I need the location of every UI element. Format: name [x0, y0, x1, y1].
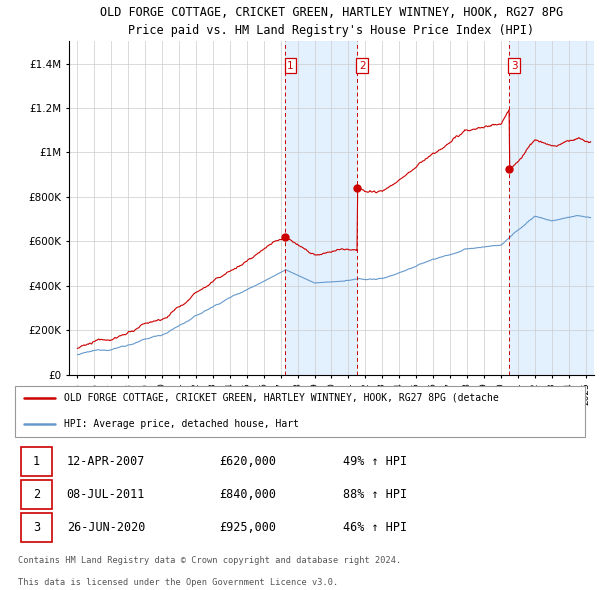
FancyBboxPatch shape — [20, 513, 52, 542]
Bar — [509, 41, 594, 375]
Text: £925,000: £925,000 — [220, 520, 277, 534]
Text: This data is licensed under the Open Government Licence v3.0.: This data is licensed under the Open Gov… — [18, 578, 338, 588]
FancyBboxPatch shape — [20, 447, 52, 476]
Text: 2: 2 — [359, 61, 365, 71]
FancyBboxPatch shape — [20, 480, 52, 509]
Text: 3: 3 — [33, 520, 40, 534]
Text: 1: 1 — [33, 454, 40, 468]
Text: 1: 1 — [287, 61, 294, 71]
Text: 08-JUL-2011: 08-JUL-2011 — [67, 487, 145, 501]
Text: 26-JUN-2020: 26-JUN-2020 — [67, 520, 145, 534]
Text: HPI: Average price, detached house, Hart: HPI: Average price, detached house, Hart — [64, 419, 299, 429]
Text: 46% ↑ HPI: 46% ↑ HPI — [343, 520, 407, 534]
Text: Contains HM Land Registry data © Crown copyright and database right 2024.: Contains HM Land Registry data © Crown c… — [18, 556, 401, 565]
Text: 12-APR-2007: 12-APR-2007 — [67, 454, 145, 468]
Text: OLD FORGE COTTAGE, CRICKET GREEN, HARTLEY WINTNEY, HOOK, RG27 8PG (detache: OLD FORGE COTTAGE, CRICKET GREEN, HARTLE… — [64, 392, 499, 402]
Title: OLD FORGE COTTAGE, CRICKET GREEN, HARTLEY WINTNEY, HOOK, RG27 8PG
Price paid vs.: OLD FORGE COTTAGE, CRICKET GREEN, HARTLE… — [100, 6, 563, 37]
Text: £620,000: £620,000 — [220, 454, 277, 468]
Text: 2: 2 — [33, 487, 40, 501]
FancyBboxPatch shape — [15, 386, 584, 437]
Text: 88% ↑ HPI: 88% ↑ HPI — [343, 487, 407, 501]
Text: 49% ↑ HPI: 49% ↑ HPI — [343, 454, 407, 468]
Text: 3: 3 — [511, 61, 517, 71]
Text: £840,000: £840,000 — [220, 487, 277, 501]
Bar — [286, 41, 357, 375]
